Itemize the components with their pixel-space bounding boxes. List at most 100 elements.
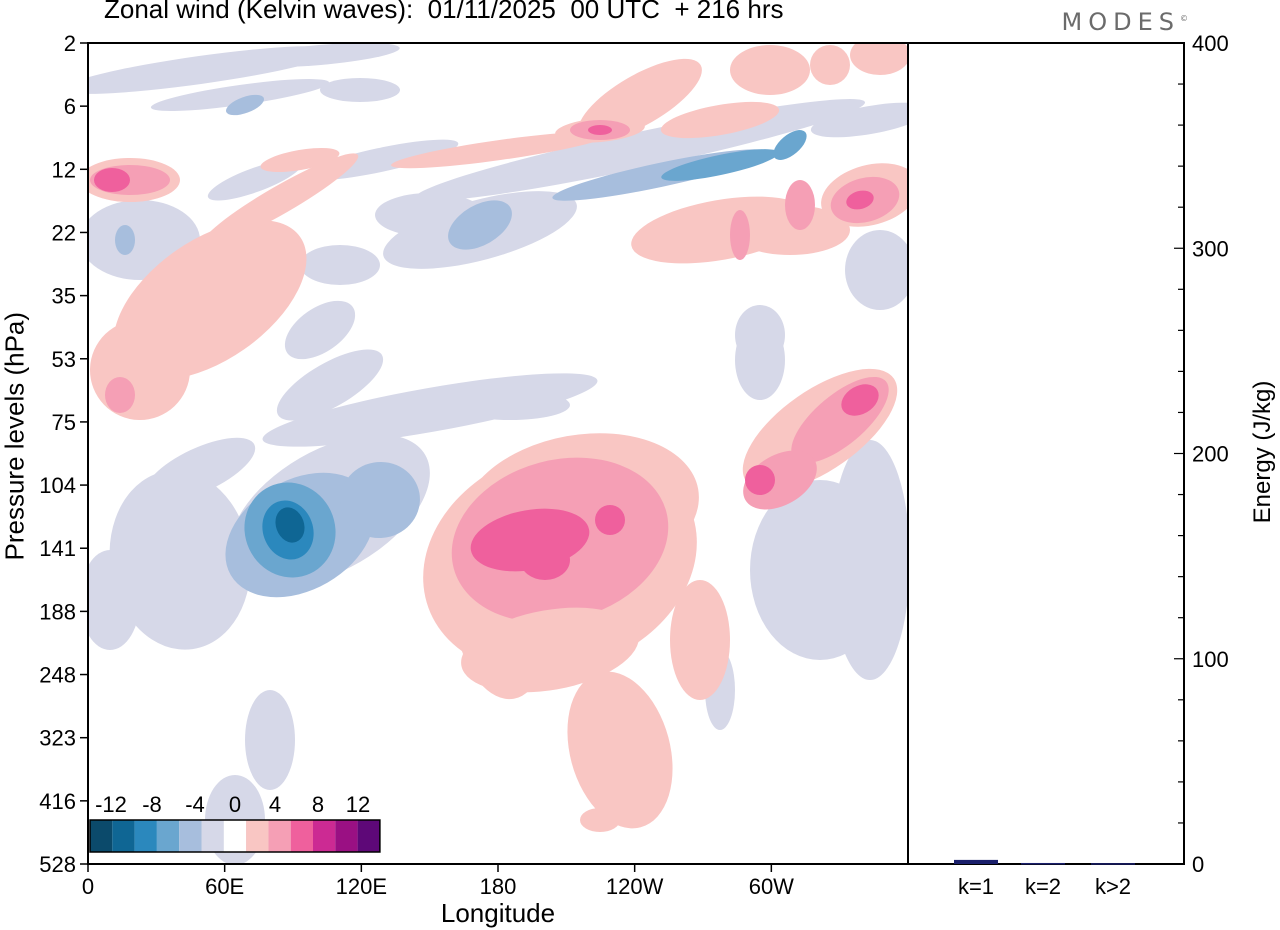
contour-patch	[735, 320, 785, 400]
legend-swatch	[112, 820, 135, 852]
legend-swatch	[134, 820, 157, 852]
contour-patch	[105, 377, 135, 413]
contour-patch	[150, 79, 330, 111]
legend-swatch	[223, 820, 247, 852]
x-tick-label: 180	[480, 874, 517, 899]
contour-patch	[300, 245, 380, 285]
legend-swatch	[268, 820, 291, 852]
legend-label: -4	[185, 792, 205, 817]
y-tick-label: 12	[52, 157, 76, 182]
energy-axis: 0 100 200 300 400	[1174, 31, 1229, 877]
contour-patch	[730, 45, 810, 95]
legend-swatch	[246, 820, 269, 852]
contour-patch	[226, 94, 264, 116]
contour-patch	[850, 44, 907, 75]
contour-patch	[340, 461, 420, 539]
color-legend: -12 -8 -4 0 4 8 12	[89, 792, 381, 853]
contour-patch	[391, 131, 609, 169]
energy-tick-label: 200	[1192, 442, 1229, 467]
legend-label: 12	[346, 792, 370, 817]
energy-tick-label: 100	[1192, 647, 1229, 672]
x-tick-label: 120E	[336, 874, 387, 899]
contour-patch	[661, 149, 779, 181]
contour-patch	[810, 45, 850, 85]
y-tick-label: 141	[39, 536, 76, 561]
contour-patch	[109, 470, 251, 650]
y-tick-label: 188	[39, 599, 76, 624]
y-tick-label: 75	[52, 410, 76, 435]
contour-patch	[846, 190, 874, 210]
brand-logo: MODES©	[1061, 8, 1188, 36]
contour-patch	[830, 440, 907, 680]
contour-patch	[260, 147, 340, 173]
contour-patch	[245, 690, 295, 790]
contour-patch	[94, 168, 130, 192]
contour-patch	[276, 349, 384, 421]
energy-tick-label: 300	[1192, 236, 1229, 261]
legend-swatch	[335, 820, 358, 852]
energy-bar-label: k>2	[1095, 874, 1131, 899]
contour-patch	[730, 210, 750, 260]
energy-bar	[954, 859, 998, 864]
contour-patch	[89, 550, 140, 650]
y-tick-label: 6	[64, 94, 76, 119]
energy-bar	[1021, 862, 1065, 865]
contour-patch	[745, 465, 775, 495]
contour-patch	[730, 205, 850, 255]
energy-bar	[1091, 863, 1135, 865]
contour-patch	[810, 102, 907, 138]
contour-patch	[240, 44, 400, 68]
energy-bars: k=1 k=2 k>2	[954, 859, 1135, 899]
legend-label: 4	[269, 792, 281, 817]
energy-bar-label: k=1	[958, 874, 994, 899]
contour-patch	[588, 125, 612, 135]
legend-swatch	[156, 820, 180, 852]
x-axis-label: Longitude	[440, 898, 556, 928]
y-tick-label: 104	[39, 473, 76, 498]
legend-swatch	[313, 820, 336, 852]
contour-field	[89, 44, 907, 864]
contour-patch	[595, 505, 625, 535]
y-tick-label: 528	[39, 852, 76, 877]
pressure-axis: 2 6 12 22 35 53 75 104 141 188 248 323 416 528	[39, 31, 88, 877]
contour-patch	[275, 507, 305, 543]
contour-patch	[201, 153, 359, 247]
energy-axis-label: Energy (J/kg)	[1249, 380, 1276, 524]
energy-tick-label: 400	[1192, 31, 1229, 56]
energy-tick-label: 0	[1192, 852, 1204, 877]
contour-patch	[448, 200, 512, 250]
contour-patch	[567, 671, 673, 829]
x-tick-label: 60E	[205, 874, 244, 899]
y-tick-label: 35	[52, 284, 76, 309]
contour-patch	[115, 225, 135, 255]
x-tick-label: 0	[82, 874, 94, 899]
contour-patch	[320, 78, 400, 102]
contour-patch	[785, 180, 815, 230]
contour-patch	[450, 390, 570, 420]
x-tick-label: 60W	[749, 874, 794, 899]
contour-patch	[841, 384, 879, 416]
legend-label: -12	[95, 792, 127, 817]
contour-patch	[520, 540, 570, 580]
contour-patch	[284, 300, 356, 360]
contour-patch	[580, 808, 620, 832]
legend-label: 8	[312, 792, 324, 817]
legend-label: -8	[142, 792, 162, 817]
contour-patch	[670, 580, 730, 700]
chart-title: Zonal wind (Kelvin waves): 01/11/2025 00…	[104, 0, 784, 24]
contour-patch	[773, 130, 807, 160]
legend-swatch	[290, 820, 313, 852]
legend-swatch	[357, 820, 380, 852]
y-tick-label: 22	[52, 220, 76, 245]
contour-patch	[660, 101, 780, 139]
legend-frame	[89, 819, 381, 853]
y-axis-label: Pressure levels (hPa)	[0, 311, 30, 561]
y-tick-label: 2	[64, 31, 76, 56]
y-tick-label: 248	[39, 663, 76, 688]
energy-frame	[907, 42, 1185, 865]
contour-patch	[845, 230, 907, 310]
x-tick-label: 120W	[606, 874, 664, 899]
legend-label: 0	[229, 792, 241, 817]
longitude-axis: 0 60E 120E 180 120W 60W	[82, 864, 794, 899]
